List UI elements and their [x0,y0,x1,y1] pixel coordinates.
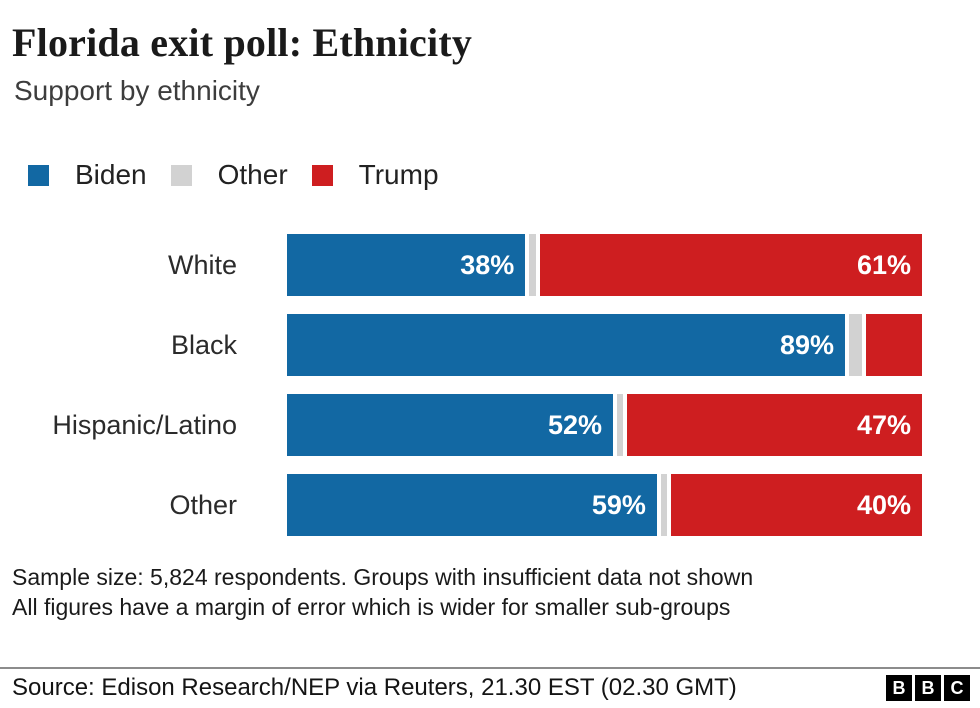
legend-label: Trump [358,159,439,190]
category-label: White [167,249,237,280]
legend-swatch-icon [311,164,333,186]
bar-segment-biden: 38% [287,234,526,296]
source-text: Source: Edison Research/NEP via Reuters,… [12,674,737,701]
bar-segment-biden: 89% [287,314,846,376]
footnotes: Sample size: 5,824 respondents. Groups w… [12,562,968,622]
bar-segment-trump [865,314,923,376]
legend-item-other: Other [170,159,288,190]
footnote-line: Sample size: 5,824 respondents. Groups w… [12,564,754,590]
footnote-line: All figures have a margin of error which… [12,594,731,620]
legend: Biden Other Trump [28,160,980,190]
value-label: 38% [460,249,515,280]
chart-card: Florida exit poll: Ethnicity Support by … [0,20,980,708]
bar-chart: White 38% 61% Black 89% Hispanic/Latino 52% 47%… [0,234,980,536]
bar-row: Other 59% 40% [0,474,980,536]
bar-segment-other [617,394,624,456]
bar-track: 38% 61% [287,234,922,296]
category-label: Hispanic/Latino [52,409,237,440]
legend-item-trump: Trump [311,159,439,190]
bar-segment-trump: 61% [539,234,922,296]
value-label: 89% [779,329,835,360]
bar-segment-biden: 52% [287,394,614,456]
value-label: 59% [591,489,646,520]
legend-swatch-icon [28,164,49,186]
legend-swatch-icon [170,164,192,186]
page-title: Florida exit poll: Ethnicity [12,20,473,65]
bar-track: 89% [287,314,923,376]
value-label: 47% [856,409,911,440]
page-subtitle: Support by ethnicity [14,75,260,106]
bbc-logo-block: C [944,675,970,701]
bar-track: 59% 40% [287,474,922,536]
legend-label: Biden [75,159,147,190]
bar-row: White 38% 61% [0,234,980,296]
bar-track: 52% 47% [287,394,922,456]
bar-segment-other [529,234,536,296]
value-label: 61% [856,249,911,280]
bar-segment-other [660,474,668,536]
bar-segment-trump: 47% [627,394,922,456]
category-label: Other [169,489,237,520]
value-label: 52% [548,409,603,440]
bar-segment-trump: 40% [671,474,922,536]
bar-segment-biden: 59% [287,474,657,536]
category-label: Black [170,329,237,360]
bar-segment-other [849,314,862,376]
legend-label: Other [217,159,288,190]
bar-row: Hispanic/Latino 52% 47% [0,394,980,456]
bbc-logo-block: B [886,675,912,701]
bar-row: Black 89% [0,314,980,376]
legend-item-biden: Biden [28,160,147,190]
bbc-logo-block: B [915,675,941,701]
value-label: 40% [856,489,911,520]
